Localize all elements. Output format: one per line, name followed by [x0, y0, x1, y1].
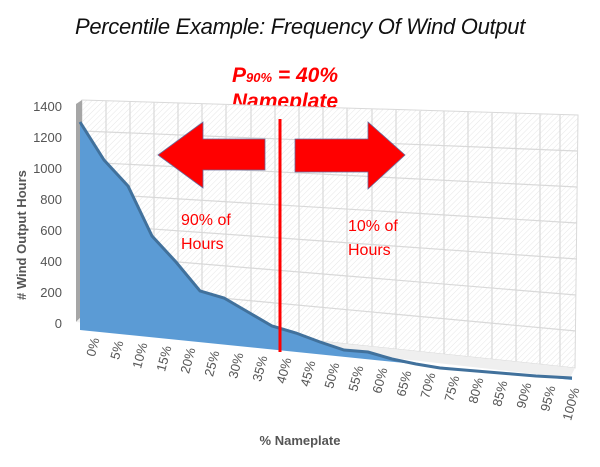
right-label-line2: Hours — [348, 242, 391, 259]
y-tick-1000: 1000 — [33, 161, 62, 176]
y-tick-1200: 1200 — [33, 130, 62, 145]
y-tick-0: 0 — [54, 316, 62, 331]
right-label-line1: 10% of — [348, 218, 398, 235]
y-tick-800: 800 — [40, 192, 62, 207]
y-tick-1400: 1400 — [33, 99, 62, 114]
annotation-subscript: 90% — [246, 70, 273, 85]
left-label-line1: 90% of — [181, 212, 231, 229]
annotation-prefix: P — [231, 64, 246, 87]
percentile-annotation-line1: P90% = 40% — [200, 64, 370, 88]
arrow-left-icon — [157, 121, 266, 189]
y-axis-label: # Wind Output Hours — [14, 170, 29, 300]
right-region-label: 10% of Hours — [348, 215, 398, 263]
y-tick-200: 200 — [40, 285, 62, 300]
area-series-wind-hours — [80, 122, 572, 380]
arrow-right-icon — [294, 121, 406, 190]
annotation-suffix: = 40% — [272, 64, 338, 87]
x-axis-label: % Nameplate — [259, 433, 341, 448]
y-tick-600: 600 — [40, 223, 62, 238]
y-tick-400: 400 — [40, 254, 62, 269]
chart-title: Percentile Example: Frequency Of Wind Ou… — [74, 14, 526, 39]
left-label-line2: Hours — [181, 236, 224, 253]
left-region-label: 90% of Hours — [181, 209, 231, 257]
area-series-line — [78, 121, 573, 380]
